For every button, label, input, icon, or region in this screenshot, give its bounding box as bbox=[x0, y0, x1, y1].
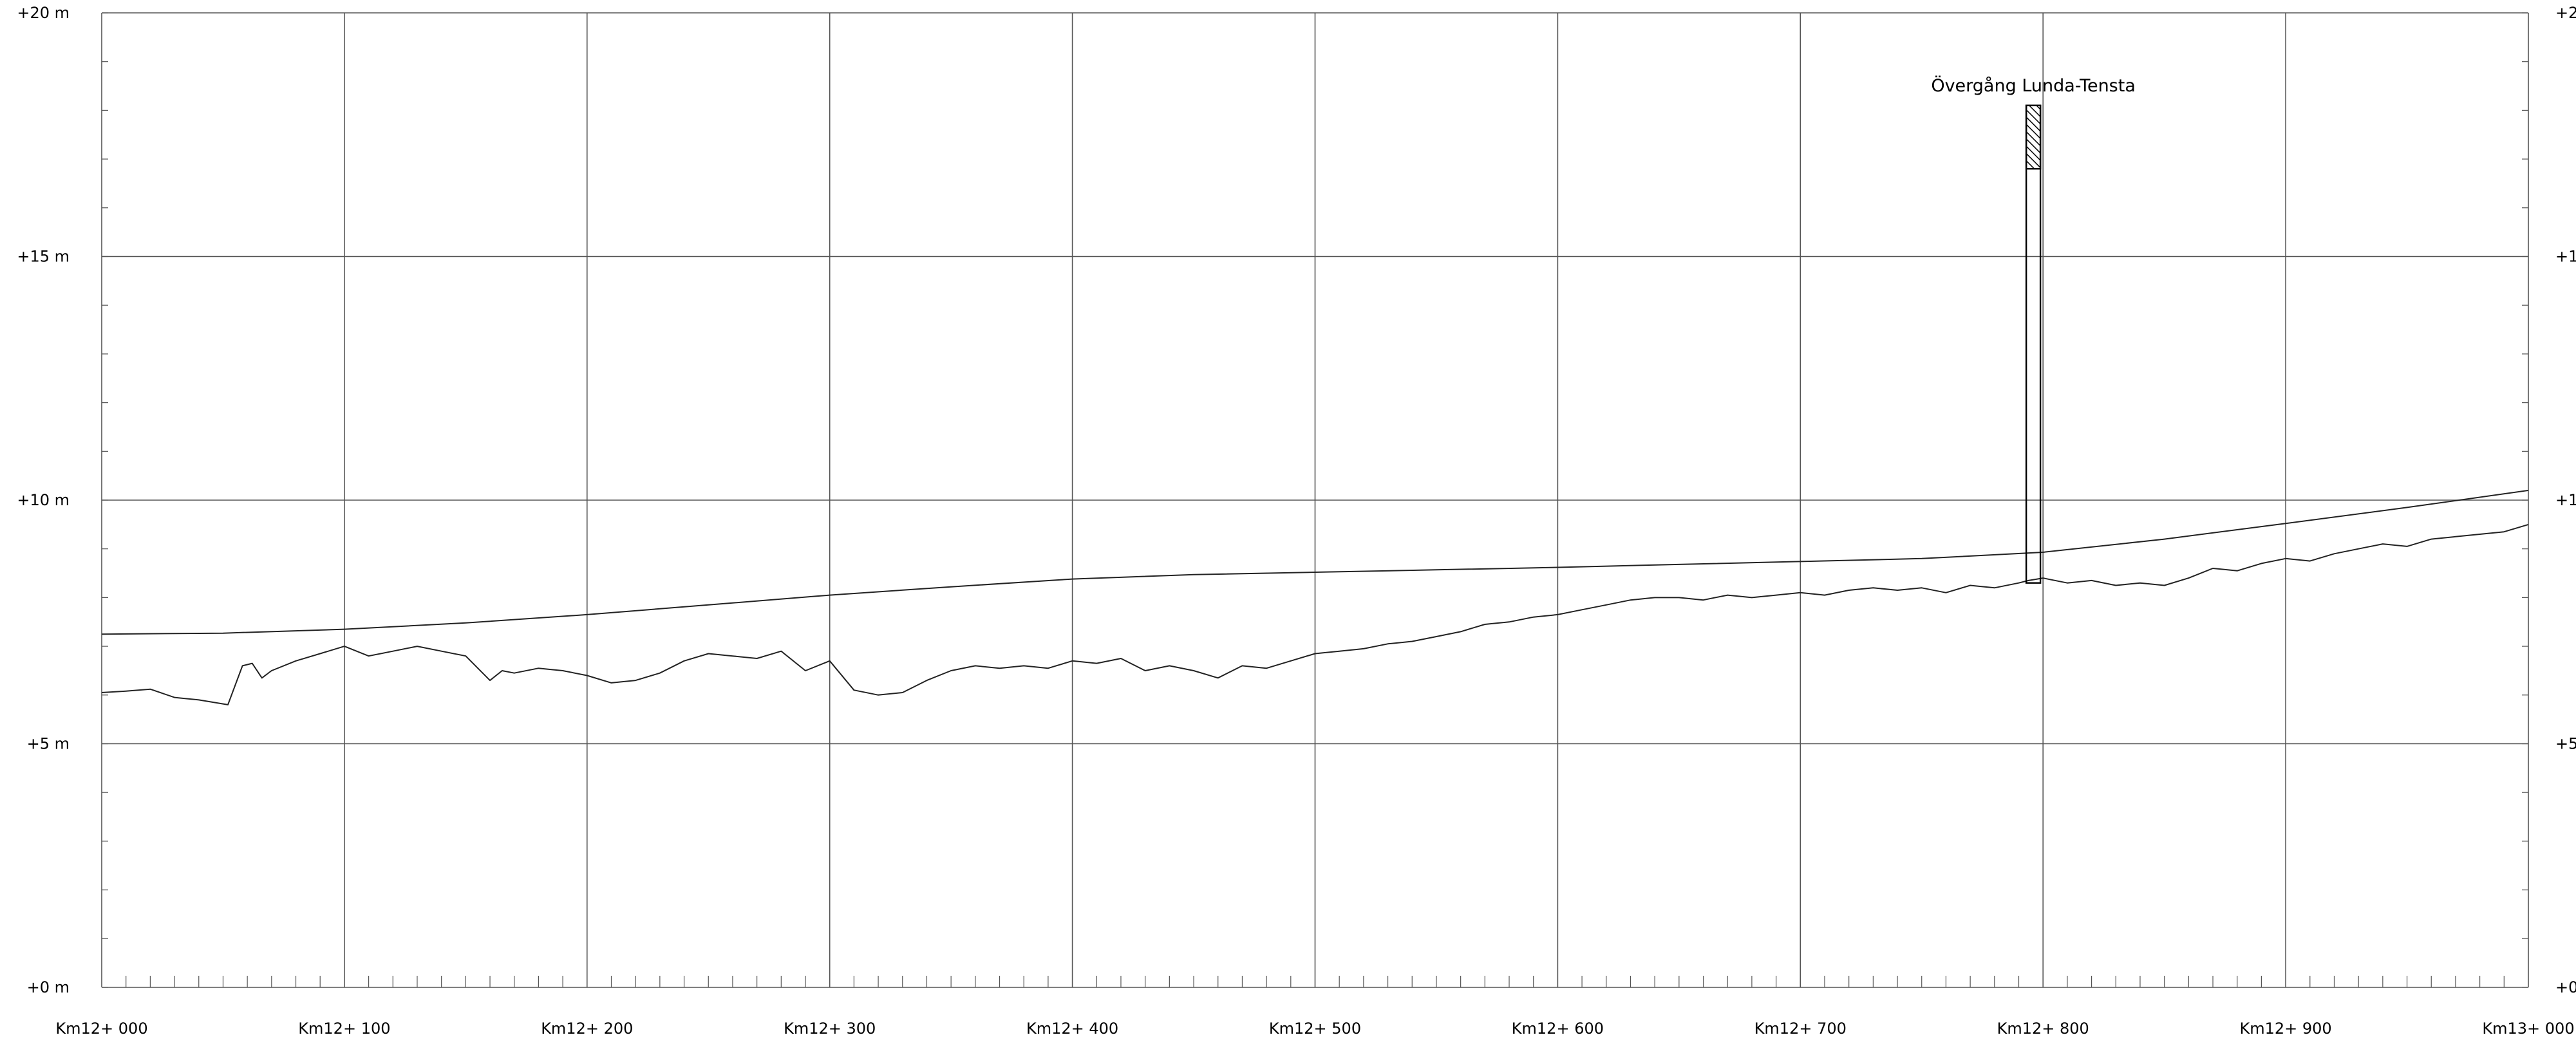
x-tick-label: Km12+ 300 bbox=[784, 1020, 876, 1038]
structure-label: Övergång Lunda-Tensta bbox=[1931, 75, 2136, 96]
y-tick-label-right: +0 bbox=[2555, 978, 2576, 996]
x-tick-label: Km12+ 800 bbox=[1997, 1020, 2089, 1038]
x-tick-label: Km12+ 000 bbox=[55, 1020, 147, 1038]
y-tick-label-right: +15 bbox=[2555, 248, 2576, 266]
x-tick-label: Km12+ 400 bbox=[1026, 1020, 1118, 1038]
x-tick-label: Km13+ 000 bbox=[2482, 1020, 2574, 1038]
structure-hatch bbox=[2025, 104, 2042, 170]
y-tick-label-left: +0 m bbox=[27, 978, 70, 996]
tick-labels: Km12+ 000 Km12+ 100 Km12+ 200 Km12+ 300 Km12… bbox=[17, 4, 2576, 1038]
ground-line bbox=[101, 523, 2529, 705]
x-tick-label: Km12+ 600 bbox=[1512, 1020, 1604, 1038]
design-line bbox=[101, 489, 2529, 635]
annotations: Övergång Lunda-Tensta bbox=[1931, 75, 2136, 584]
x-tick-label: Km12+ 500 bbox=[1269, 1020, 1361, 1038]
grid bbox=[101, 12, 2529, 988]
x-tick-label: Km12+ 200 bbox=[541, 1020, 633, 1038]
y-tick-label-left: +20 m bbox=[17, 4, 70, 22]
y-tick-label-right: +5 bbox=[2555, 735, 2576, 753]
series bbox=[101, 489, 2529, 705]
x-tick-label: Km12+ 700 bbox=[1754, 1020, 1847, 1038]
structure-outline bbox=[2025, 104, 2042, 584]
x-tick-label: Km12+ 900 bbox=[2239, 1020, 2331, 1038]
y-tick-label-right: +10 bbox=[2555, 491, 2576, 509]
minor-ticks bbox=[102, 12, 2528, 988]
y-tick-label-left: +15 m bbox=[17, 248, 70, 266]
y-tick-label-left: +10 m bbox=[17, 491, 70, 509]
x-tick-label: Km12+ 100 bbox=[298, 1020, 390, 1038]
y-tick-label-left: +5 m bbox=[27, 735, 70, 753]
y-tick-label-right: +20 bbox=[2555, 4, 2576, 22]
